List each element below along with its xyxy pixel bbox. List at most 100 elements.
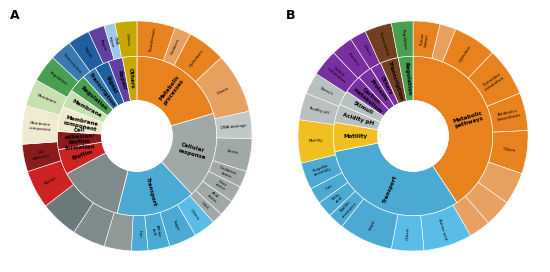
Wedge shape [131, 215, 148, 251]
Text: Metabolic
processes: Metabolic processes [158, 74, 185, 106]
Text: Transcription: Transcription [387, 61, 404, 101]
Text: Biofilm: Biofilm [72, 149, 94, 161]
Text: DNA damage: DNA damage [221, 123, 247, 130]
Text: Amino
acid: Amino acid [150, 225, 161, 239]
Text: Repair: Repair [98, 38, 107, 51]
Text: Regulation: Regulation [79, 85, 108, 111]
Text: Regulation: Regulation [404, 62, 412, 96]
Text: Others: Others [406, 227, 411, 240]
Wedge shape [84, 68, 119, 110]
Wedge shape [123, 56, 137, 101]
Wedge shape [108, 57, 130, 103]
Wedge shape [22, 106, 60, 144]
Wedge shape [104, 23, 122, 60]
Wedge shape [95, 61, 124, 106]
Text: Oxidases: Oxidases [170, 38, 182, 55]
Wedge shape [137, 56, 213, 126]
Wedge shape [334, 104, 381, 130]
Text: Biofilm
resistance: Biofilm resistance [338, 198, 358, 218]
Wedge shape [365, 23, 398, 63]
Text: Purine
biosyn.: Purine biosyn. [420, 32, 430, 47]
Text: Heat
stress: Heat stress [214, 179, 228, 192]
Text: Signal: Signal [83, 46, 92, 58]
Wedge shape [478, 162, 522, 203]
Text: Acidity pH: Acidity pH [342, 113, 374, 126]
Circle shape [102, 101, 172, 171]
Text: Cold: Cold [201, 201, 210, 210]
Wedge shape [195, 58, 249, 119]
Text: Sugar: Sugar [172, 219, 180, 231]
Wedge shape [398, 56, 413, 101]
Wedge shape [22, 142, 61, 172]
Wedge shape [161, 113, 217, 194]
Wedge shape [215, 111, 252, 139]
Text: Biofilm: Biofilm [43, 176, 58, 186]
Wedge shape [195, 181, 232, 214]
Wedge shape [432, 24, 456, 62]
Wedge shape [115, 21, 137, 58]
Wedge shape [347, 77, 389, 116]
Wedge shape [57, 131, 102, 150]
Wedge shape [58, 142, 106, 174]
Text: Oxidative
stress: Oxidative stress [217, 165, 238, 180]
Wedge shape [26, 80, 67, 115]
Text: Membrane
component: Membrane component [63, 115, 99, 132]
Wedge shape [330, 191, 364, 226]
Text: Transcription: Transcription [88, 72, 117, 108]
Wedge shape [413, 56, 493, 203]
Wedge shape [174, 34, 221, 82]
Wedge shape [89, 26, 114, 64]
Text: Fatty
acid: Fatty acid [332, 192, 344, 204]
Wedge shape [359, 68, 394, 110]
Wedge shape [311, 172, 348, 203]
Text: Cell
adhesion: Cell adhesion [32, 149, 51, 161]
Text: Regulation: Regulation [48, 71, 68, 86]
Wedge shape [342, 199, 398, 249]
Wedge shape [487, 93, 528, 132]
Wedge shape [468, 53, 520, 106]
Wedge shape [137, 21, 175, 61]
Wedge shape [117, 162, 192, 216]
Wedge shape [53, 43, 90, 82]
Text: Pyrimidine
metabolism: Pyrimidine metabolism [482, 71, 506, 91]
Wedge shape [335, 143, 457, 216]
Wedge shape [488, 131, 528, 174]
Text: Transferases: Transferases [150, 28, 157, 52]
Text: Sugar: Sugar [368, 219, 377, 231]
Text: Regulation: Regulation [401, 28, 407, 50]
Wedge shape [163, 27, 190, 65]
Wedge shape [57, 107, 104, 134]
Wedge shape [69, 32, 103, 72]
Text: Transcription: Transcription [63, 52, 82, 74]
Text: Transport: Transport [383, 174, 399, 204]
Text: Others: Others [379, 75, 393, 95]
Wedge shape [160, 205, 195, 246]
Text: Membrane: Membrane [36, 94, 57, 105]
Wedge shape [74, 203, 114, 246]
Text: Others: Others [503, 147, 516, 153]
Text: Signal: Signal [105, 75, 118, 94]
Wedge shape [334, 39, 370, 78]
Text: Membrane: Membrane [70, 99, 102, 119]
Text: Hydrolase: Hydrolase [459, 45, 472, 63]
Wedge shape [178, 196, 213, 235]
Wedge shape [63, 90, 108, 123]
Wedge shape [421, 205, 471, 251]
Text: Transport: Transport [145, 177, 157, 207]
Wedge shape [351, 31, 380, 69]
Text: Hydrolases: Hydrolases [188, 49, 204, 68]
Text: Iron: Iron [138, 230, 141, 237]
Wedge shape [306, 74, 346, 106]
Text: Amino acid: Amino acid [437, 218, 448, 240]
Text: Stress: Stress [227, 149, 239, 155]
Wedge shape [340, 91, 384, 122]
Wedge shape [36, 58, 79, 97]
Text: Proteins: Proteins [346, 52, 359, 67]
Text: Membrane
component: Membrane component [29, 121, 52, 132]
Wedge shape [391, 214, 424, 251]
Wedge shape [465, 182, 507, 223]
Wedge shape [443, 29, 492, 78]
Text: Others: Others [189, 208, 200, 221]
Wedge shape [104, 212, 133, 251]
Wedge shape [391, 21, 413, 58]
